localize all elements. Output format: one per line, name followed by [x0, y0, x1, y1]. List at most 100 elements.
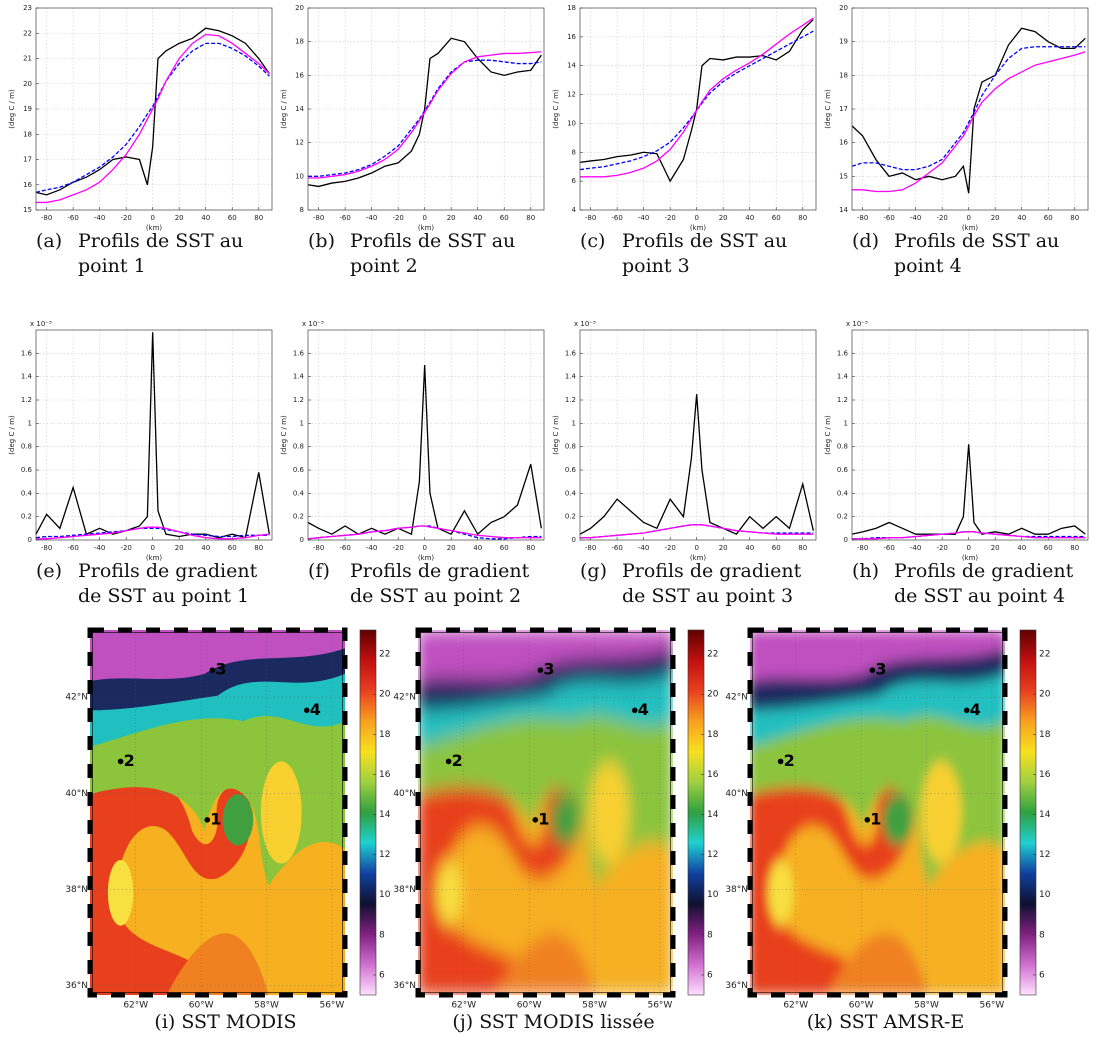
plot-frame [579, 7, 817, 211]
x-tick-label: 20 [447, 214, 456, 222]
y-tick-label: 20 [23, 80, 32, 88]
point-label: 2 [124, 751, 135, 770]
series-line [579, 394, 814, 535]
y-tick-label: 0.8 [565, 443, 576, 451]
caption-text: SST MODIS lissée [479, 1011, 654, 1033]
x-tick-label: -40 [638, 214, 649, 222]
y-tick-label: 42°N [393, 693, 416, 703]
map-image [750, 630, 1005, 995]
x-tick-label: -20 [120, 544, 131, 552]
colorbar-tick-label: 18 [379, 730, 391, 740]
x-tick-label: 0 [694, 214, 698, 222]
map-frame [92, 632, 343, 993]
y-tick-label: 1.6 [837, 349, 849, 357]
x-tick-label: 40 [473, 214, 482, 222]
colorbar-tick-label: 6 [379, 970, 385, 980]
colorbar-tick-label: 8 [1039, 930, 1045, 940]
x-axis-label: (km) [690, 554, 707, 562]
series-line [580, 17, 814, 178]
map-frame [420, 632, 671, 993]
caption-text: SST AMSR-E [839, 1011, 964, 1033]
caption-text: de SST au point 2 [350, 585, 521, 607]
caption-label: (d) [852, 230, 879, 252]
plot-area [852, 330, 1088, 540]
point-marker [532, 817, 539, 823]
y-tick-label: 15 [23, 206, 32, 214]
point-marker [869, 667, 876, 673]
plot-area [580, 330, 816, 540]
y-tick-label: 16 [23, 181, 32, 189]
caption-text: Profils de gradient [78, 560, 258, 582]
caption: (i) SST MODIS [154, 1011, 296, 1033]
colorbar [687, 629, 705, 996]
y-tick-label: 0.4 [293, 489, 305, 497]
series-line [580, 524, 814, 539]
y-tick-label: 0.2 [565, 513, 576, 521]
x-tick-label: 20 [175, 544, 184, 552]
x-tick-label: -80 [857, 214, 868, 222]
y-tick-label: 0.4 [21, 489, 33, 497]
x-tick-label: 40 [1017, 214, 1026, 222]
caption-label: (b) [308, 230, 335, 252]
series-line [307, 364, 542, 536]
y-axis-label: (deg C / m) [8, 415, 16, 455]
series-line [36, 33, 270, 204]
x-tick-label: -80 [313, 214, 324, 222]
series-line [307, 525, 542, 540]
colorbar-tick-label: 20 [379, 690, 391, 700]
x-tick-label: 58°W [254, 1001, 279, 1011]
series-line [579, 30, 814, 171]
caption-text: point 1 [78, 255, 146, 277]
y-tick-label: 1.4 [837, 373, 849, 381]
x-tick-label: 60°W [189, 1001, 214, 1011]
x-tick-label: -80 [41, 544, 52, 552]
caption-text: point 2 [350, 255, 418, 277]
colorbar-tick-label: 8 [379, 930, 385, 940]
caption-label: (f) [308, 560, 330, 582]
x-tick-label: -80 [313, 544, 324, 552]
x-tick-label: -40 [94, 214, 105, 222]
y-tick-label: 10 [295, 172, 304, 180]
x-tick-label: 60 [500, 544, 509, 552]
map-frame [752, 632, 1003, 993]
y-tick-label: 20 [839, 4, 848, 12]
colorbar-tick-label: 6 [707, 970, 713, 980]
y-tick-label: 0 [300, 536, 304, 544]
y-multiplier: x 10⁻³ [30, 320, 52, 328]
x-tick-label: -80 [857, 544, 868, 552]
y-tick-label: 16 [567, 33, 576, 41]
colorbar-tick-label: 18 [1039, 730, 1051, 740]
colorbar-tick-label: 14 [379, 810, 391, 820]
x-tick-label: -80 [585, 214, 596, 222]
x-tick-label: 40 [745, 214, 754, 222]
series-line [851, 27, 1086, 194]
x-tick-label: -40 [910, 544, 921, 552]
caption: (j) SST MODIS lissée [452, 1011, 654, 1033]
x-tick-label: 20 [991, 214, 1000, 222]
x-tick-label: 60 [772, 214, 781, 222]
x-tick-label: 80 [798, 544, 807, 552]
y-tick-label: 4 [572, 206, 577, 214]
y-tick-label: 20 [295, 4, 304, 12]
x-tick-label: -60 [883, 544, 894, 552]
y-tick-label: 1.6 [21, 349, 33, 357]
x-tick-label: -40 [910, 214, 921, 222]
y-tick-label: 10 [567, 119, 576, 127]
y-tick-label: 0.4 [565, 489, 577, 497]
series-line [35, 27, 270, 196]
point-label: 2 [452, 751, 463, 770]
y-tick-label: 17 [23, 156, 32, 164]
y-tick-label: 14 [295, 105, 304, 113]
y-tick-label: 23 [23, 4, 32, 12]
x-tick-label: 80 [798, 214, 807, 222]
series-line [851, 46, 1086, 171]
y-tick-label: 19 [839, 38, 848, 46]
map-image [90, 630, 345, 995]
x-tick-label: 60 [500, 214, 509, 222]
point-marker [303, 707, 310, 714]
y-tick-label: 38°N [65, 885, 88, 895]
x-tick-label: -20 [392, 214, 403, 222]
x-tick-label: 20 [175, 214, 184, 222]
x-tick-label: 0 [150, 214, 154, 222]
